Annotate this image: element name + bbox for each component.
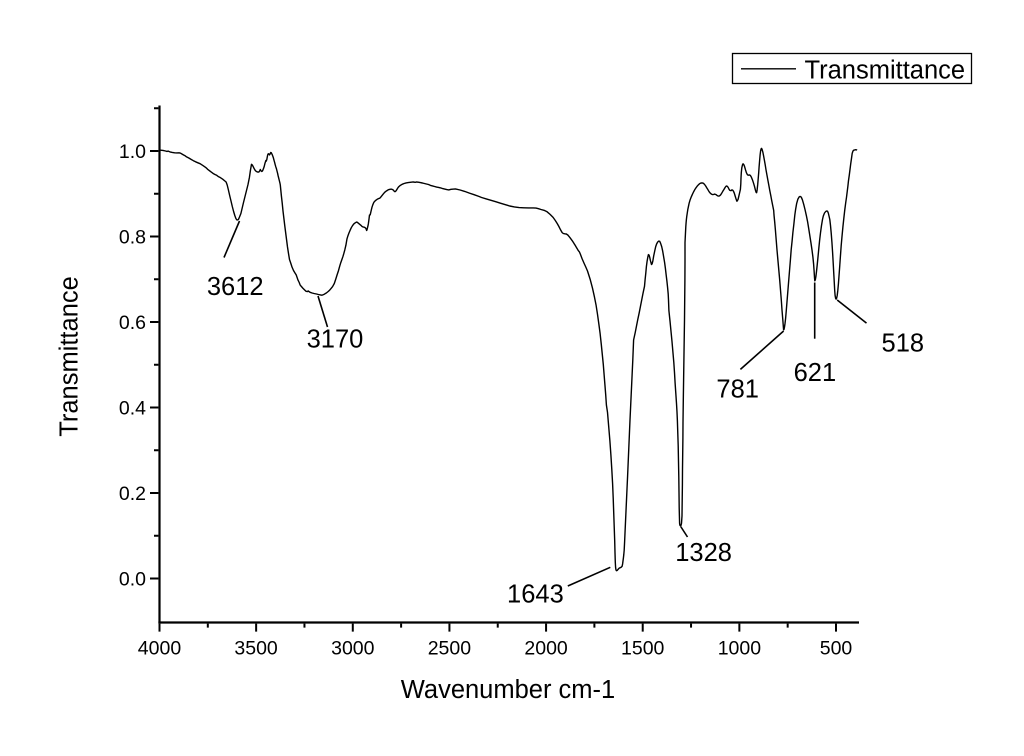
svg-text:500: 500 xyxy=(820,638,853,660)
svg-text:1.0: 1.0 xyxy=(119,141,146,163)
svg-text:0.2: 0.2 xyxy=(119,483,146,505)
svg-text:Transmittance: Transmittance xyxy=(805,57,966,85)
svg-text:4000: 4000 xyxy=(138,638,182,660)
svg-text:518: 518 xyxy=(882,330,925,358)
svg-text:2000: 2000 xyxy=(524,638,568,660)
svg-text:0.8: 0.8 xyxy=(119,227,146,249)
svg-text:1328: 1328 xyxy=(675,539,732,567)
svg-text:0.6: 0.6 xyxy=(119,312,146,334)
svg-text:Wavenumber cm-1: Wavenumber cm-1 xyxy=(401,676,615,704)
svg-text:3170: 3170 xyxy=(307,326,364,354)
svg-text:3000: 3000 xyxy=(331,638,375,660)
svg-text:781: 781 xyxy=(716,376,759,404)
svg-text:0.0: 0.0 xyxy=(119,569,146,591)
svg-text:1500: 1500 xyxy=(621,638,665,660)
svg-text:3612: 3612 xyxy=(207,273,264,301)
svg-text:3500: 3500 xyxy=(234,638,278,660)
svg-text:2500: 2500 xyxy=(428,638,472,660)
svg-text:0.4: 0.4 xyxy=(119,398,146,420)
svg-text:1000: 1000 xyxy=(718,638,762,660)
svg-text:Transmittance: Transmittance xyxy=(56,276,84,437)
svg-text:621: 621 xyxy=(794,359,837,387)
svg-text:1643: 1643 xyxy=(507,581,564,609)
